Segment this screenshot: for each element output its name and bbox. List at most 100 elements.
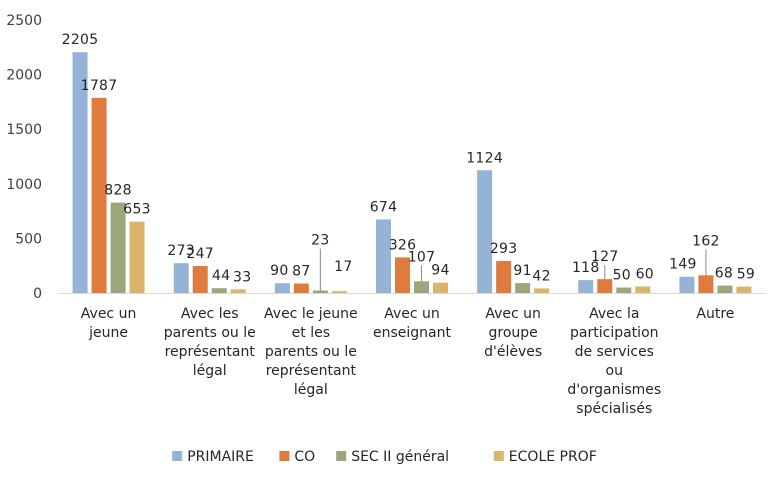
x-tick-label-line: Avec la [589,306,639,322]
bar [698,275,714,293]
x-tick-label-line: jeune [88,325,128,341]
legend-swatch [493,451,504,461]
legend-swatch [336,451,347,461]
data-label: 149 [669,257,697,273]
data-label: 91 [513,263,531,279]
data-label: 94 [431,263,449,279]
data-label: 23 [311,232,329,248]
data-label: 2205 [62,32,99,48]
x-tick-label-line: Avec un [81,306,137,322]
data-label: 1787 [81,78,118,94]
x-tick-label-line: groupe [489,325,538,341]
y-tick-label: 500 [15,231,42,247]
x-tick-label-line: spécialisés [576,401,652,417]
x-tick-label-line: légal [294,382,328,398]
y-tick-label: 1000 [6,177,42,193]
bar [496,261,512,293]
data-label: 653 [123,202,151,218]
bar [578,280,594,293]
x-tick-label-line: Avec un [384,306,440,322]
data-label: 273 [167,243,195,259]
data-label: 828 [104,183,132,199]
data-label: 68 [715,266,733,282]
bar [274,283,290,293]
bar [293,283,309,293]
legend-label: CO [294,449,315,465]
data-label: 162 [692,233,720,249]
x-tick-label: Autre [696,306,734,322]
data-label: 247 [186,246,214,262]
legend-swatch [279,451,290,461]
bar [414,281,429,293]
bar [515,283,531,293]
bar [597,279,613,293]
bar [211,288,227,293]
x-tick-label: Avec un enseignant [373,306,451,341]
x-tick-label: Avec un groupe d'élèves [484,306,542,360]
x-tick-label-line: de services [575,344,654,360]
bar [736,286,752,293]
x-tick-label-line: représentant [266,363,357,379]
x-tick-label-line: enseignant [373,325,451,341]
x-tick-label-line: et les [292,325,330,341]
bar [395,257,410,293]
x-tick-label: Avec les parents ou le représentant légal [164,306,256,379]
bar [72,52,88,293]
x-tick-label-line: d'élèves [484,344,542,360]
x-tick-label-line: légal [193,363,227,379]
bar [331,291,347,293]
y-tick-label: 0 [33,286,42,302]
data-label: 17 [334,259,352,275]
x-tick-label-line: ou [606,363,623,379]
x-tick-label-line: participation [570,325,658,341]
bar [91,97,107,294]
legend-label: ECOLE PROF [509,449,597,465]
data-label: 42 [532,268,550,284]
bar [376,219,391,293]
x-tick-label-line: d'organismes [567,382,661,398]
x-tick-label-line: Avec un [485,306,541,322]
data-label: 326 [389,237,417,253]
bar [173,263,189,293]
data-label: 674 [370,199,398,215]
bar [616,287,632,293]
data-label: 293 [490,241,518,257]
x-tick-label: Avec la participation de services ou d'organ… [567,306,661,417]
legend-swatch [172,451,183,461]
x-tick-label-line: parents ou le [164,325,256,341]
bar [192,266,208,293]
data-label: 1124 [466,150,503,166]
data-label: 44 [212,268,230,284]
y-tick-label: 2500 [6,13,42,29]
y-tick-label: 2000 [6,68,42,84]
x-tick-label-line: représentant [165,344,256,360]
data-label: 107 [408,249,436,265]
data-label: 118 [572,260,600,276]
data-label: 87 [292,263,310,279]
data-label: 59 [737,267,755,283]
x-tick-label-line: Autre [696,306,734,322]
bar [129,221,145,293]
bar [433,282,448,293]
data-label: 90 [270,263,288,279]
legend-label: SEC II général [351,449,449,465]
bar [110,202,126,293]
data-label: 50 [613,268,631,284]
x-tick-label: Avec le jeune et les parents ou le représen… [264,306,358,398]
data-label: 33 [233,269,251,285]
bar [534,288,550,293]
bar [477,170,493,293]
x-tick-label-line: Avec les [181,306,239,322]
data-label: 60 [636,266,654,282]
x-tick-label-line: Avec le jeune [264,306,358,322]
x-tick-label: Avec un jeune [81,306,137,341]
legend-label: PRIMAIRE [187,449,254,465]
y-tick-label: 1500 [6,122,42,138]
bar [679,276,695,293]
bar [635,286,651,293]
bar [230,289,246,293]
bar [312,290,328,293]
x-tick-label-line: parents ou le [265,344,357,360]
data-label: 127 [591,249,619,265]
